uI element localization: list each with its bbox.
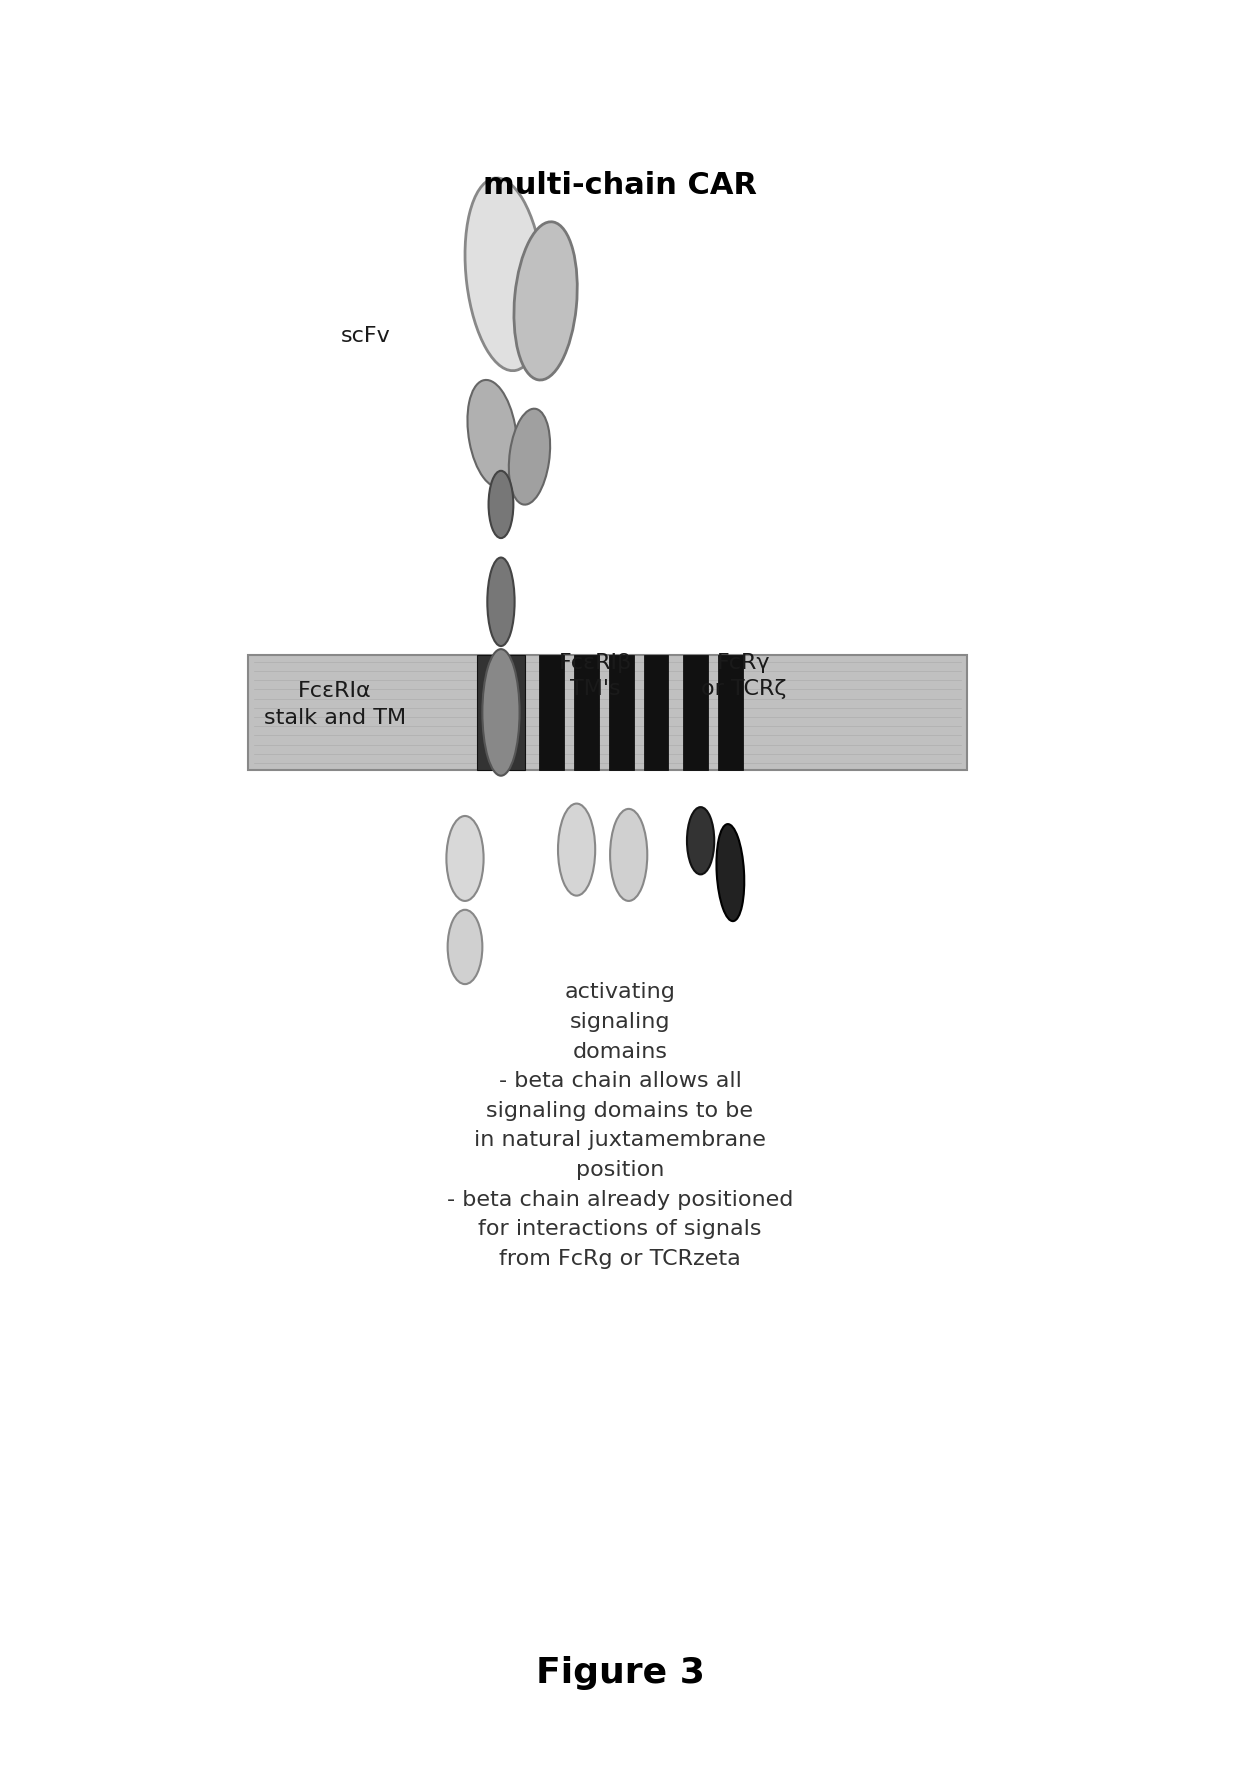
Ellipse shape (448, 910, 482, 984)
Ellipse shape (482, 650, 520, 775)
Ellipse shape (465, 179, 544, 370)
Text: FcεRIα
stalk and TM: FcεRIα stalk and TM (264, 681, 405, 727)
Ellipse shape (487, 558, 515, 646)
Ellipse shape (558, 804, 595, 896)
Bar (574, 655, 599, 770)
Ellipse shape (513, 221, 578, 381)
Ellipse shape (467, 381, 517, 487)
Ellipse shape (489, 471, 513, 538)
Ellipse shape (687, 807, 714, 874)
Bar (539, 655, 564, 770)
Bar (718, 655, 743, 770)
Bar (644, 655, 668, 770)
Text: scFv: scFv (341, 326, 391, 347)
Text: activating
signaling
domains
- beta chain allows all
signaling domains to be
in : activating signaling domains - beta chai… (446, 982, 794, 1269)
Bar (609, 655, 634, 770)
Text: FcRγ
or TCRζ: FcRγ or TCRζ (702, 653, 786, 699)
Text: FcεRIβ
TM's: FcεRIβ TM's (558, 653, 632, 699)
Bar (683, 655, 708, 770)
Ellipse shape (446, 816, 484, 901)
Bar (477, 655, 525, 770)
Text: Figure 3: Figure 3 (536, 1655, 704, 1690)
Ellipse shape (508, 409, 551, 504)
Bar (248, 655, 967, 770)
Ellipse shape (610, 809, 647, 901)
Ellipse shape (717, 825, 744, 920)
Text: multi-chain CAR: multi-chain CAR (484, 172, 756, 200)
